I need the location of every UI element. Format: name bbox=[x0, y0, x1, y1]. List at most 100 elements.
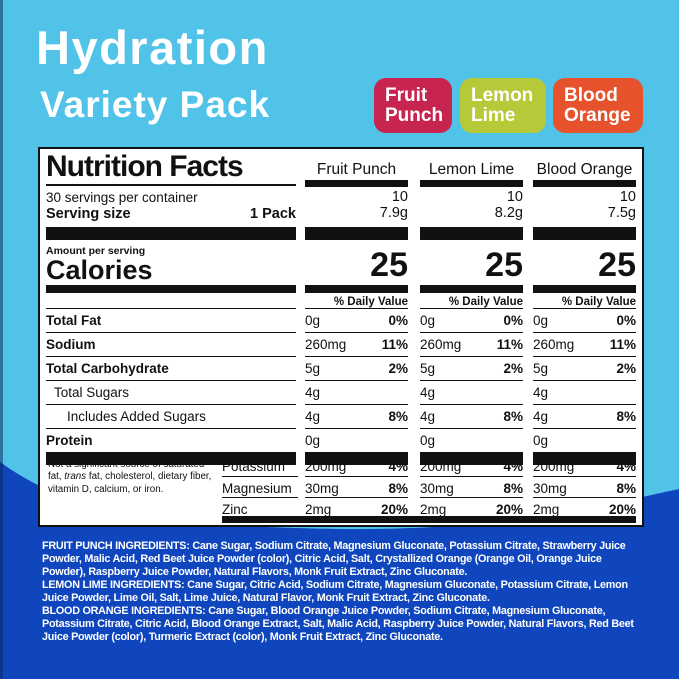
daily-value: 0% bbox=[503, 313, 523, 328]
badge-label-line1: Lemon bbox=[471, 85, 534, 106]
daily-value: 20% bbox=[380, 502, 408, 517]
daily-value: 8% bbox=[503, 481, 523, 496]
serving-weight-value: 7.9g bbox=[379, 205, 408, 221]
divider-bar bbox=[420, 452, 523, 465]
daily-value-header: % Daily Value bbox=[561, 296, 636, 308]
ingredients-fruit-punch: FRUIT PUNCH INGREDIENTS: Cane Sugar, Sod… bbox=[42, 540, 642, 579]
serving-size-value: 1 Pack bbox=[250, 206, 296, 222]
divider-bar bbox=[305, 180, 408, 187]
mineral-row: 2mg 20% bbox=[533, 497, 636, 518]
calories-label: Calories bbox=[46, 255, 153, 285]
nutrient-row: 4g 8% bbox=[420, 404, 523, 428]
divider-bar bbox=[305, 285, 408, 293]
daily-value: 4% bbox=[616, 459, 636, 474]
serving-weight-value: 8.2g bbox=[494, 205, 523, 221]
nutrient-row: 0g 0% bbox=[305, 308, 408, 332]
amount: 30mg bbox=[420, 481, 454, 496]
divider-bar bbox=[305, 452, 408, 465]
amount: 4g bbox=[533, 409, 549, 424]
nutrient-row: 5g 2% bbox=[420, 356, 523, 380]
daily-value: 11% bbox=[609, 337, 636, 352]
servings-value: 10 bbox=[619, 189, 636, 205]
amount: 0g bbox=[533, 313, 549, 328]
footnote-text: Not a significant source of saturated fa… bbox=[48, 459, 205, 483]
nutrient-row: 0g bbox=[533, 428, 636, 452]
daily-value: 8% bbox=[388, 481, 408, 496]
daily-value: 8% bbox=[388, 409, 408, 424]
amount: 2mg bbox=[305, 502, 332, 517]
left-edge-shadow bbox=[0, 0, 3, 679]
amount: 5g bbox=[533, 361, 549, 376]
amount: 4g bbox=[305, 409, 321, 424]
amount: 5g bbox=[420, 361, 436, 376]
divider-bar bbox=[46, 227, 296, 240]
amount: 0g bbox=[533, 433, 549, 448]
divider-bar bbox=[420, 285, 523, 293]
mineral-row: 30mg 8% bbox=[420, 476, 523, 497]
footnote-trans-italic: trans bbox=[64, 471, 87, 483]
mineral-row: 200mg 4% bbox=[420, 455, 523, 476]
servings-per-container: 30 servings per container bbox=[46, 190, 198, 205]
nutrient-label-protein: Protein bbox=[46, 428, 296, 452]
daily-value: 20% bbox=[608, 502, 636, 517]
mineral-row: 30mg 8% bbox=[533, 476, 636, 497]
amount: 260mg bbox=[533, 337, 575, 352]
amount: 200mg bbox=[420, 459, 462, 474]
daily-value: 0% bbox=[388, 313, 408, 328]
serving-size-label: Serving size bbox=[46, 206, 131, 222]
mineral-row: 2mg 20% bbox=[305, 497, 408, 518]
calories-value: 25 bbox=[485, 246, 523, 284]
nutrition-facts-panel: Nutrition Facts 30 servings per containe… bbox=[38, 147, 644, 527]
badge-label-line1: Blood bbox=[564, 85, 618, 106]
column-header: Blood Orange bbox=[536, 161, 633, 178]
daily-value: 8% bbox=[503, 409, 523, 424]
amount: 2mg bbox=[533, 502, 560, 517]
footnote: Not a significant source of saturated fa… bbox=[48, 459, 220, 496]
ingredients-text: Cane Sugar, Sodium Citrate, Magnesium Gl… bbox=[42, 540, 626, 578]
divider-bar bbox=[222, 516, 636, 523]
mineral-label-zinc: Zinc bbox=[222, 497, 298, 518]
nutrient-row: 5g 2% bbox=[305, 356, 408, 380]
nutrition-facts-title: Nutrition Facts bbox=[46, 150, 296, 186]
divider-bar bbox=[420, 180, 523, 187]
amount: 4g bbox=[305, 385, 321, 400]
ingredients-blood-orange: BLOOD ORANGE INGREDIENTS: Cane Sugar, Bl… bbox=[42, 605, 642, 644]
column-header: Lemon Lime bbox=[428, 161, 515, 178]
nutrient-row: 260mg 11% bbox=[533, 332, 636, 356]
nutrient-row: 0g bbox=[305, 428, 408, 452]
amount: 0g bbox=[305, 313, 321, 328]
ingredients-text: Cane Sugar, Blood Orange Juice Powder, S… bbox=[42, 605, 634, 643]
page-subtitle: Variety Pack bbox=[40, 84, 271, 125]
badge-label-line2: Orange bbox=[564, 105, 631, 126]
calories-value: 25 bbox=[370, 246, 408, 284]
amount: 30mg bbox=[305, 481, 339, 496]
divider-bar bbox=[46, 452, 296, 465]
serving-weight-value: 7.5g bbox=[607, 205, 636, 221]
daily-value: 8% bbox=[616, 481, 636, 496]
nutrient-label-total-fat: Total Fat bbox=[46, 308, 296, 332]
daily-value: 2% bbox=[503, 361, 523, 376]
nutrient-row: 4g 8% bbox=[533, 404, 636, 428]
daily-value: 11% bbox=[496, 337, 523, 352]
divider-bar bbox=[533, 285, 636, 293]
amount: 260mg bbox=[420, 337, 462, 352]
daily-value: 11% bbox=[381, 337, 408, 352]
amount: 4g bbox=[420, 409, 436, 424]
amount: 0g bbox=[305, 433, 321, 448]
divider-bar bbox=[420, 227, 523, 240]
amount: 260mg bbox=[305, 337, 347, 352]
mineral-row: 30mg 8% bbox=[305, 476, 408, 497]
divider-bar bbox=[533, 452, 636, 465]
divider-bar bbox=[533, 180, 636, 187]
nutrient-row: 260mg 11% bbox=[305, 332, 408, 356]
flavor-column-fruit-punch: Fruit Punch 10 7.9g 25 % Daily Value 0g 0… bbox=[305, 149, 408, 525]
nutrient-row: 4g bbox=[305, 380, 408, 404]
badge-label-line2: Lime bbox=[471, 105, 516, 126]
amount: 2mg bbox=[420, 502, 447, 517]
nutrient-label-added-sugars: Includes Added Sugars bbox=[46, 404, 296, 428]
ingredients-title: BLOOD ORANGE INGREDIENTS: bbox=[42, 605, 206, 617]
amount: 4g bbox=[420, 385, 436, 400]
daily-value: 0% bbox=[616, 313, 636, 328]
